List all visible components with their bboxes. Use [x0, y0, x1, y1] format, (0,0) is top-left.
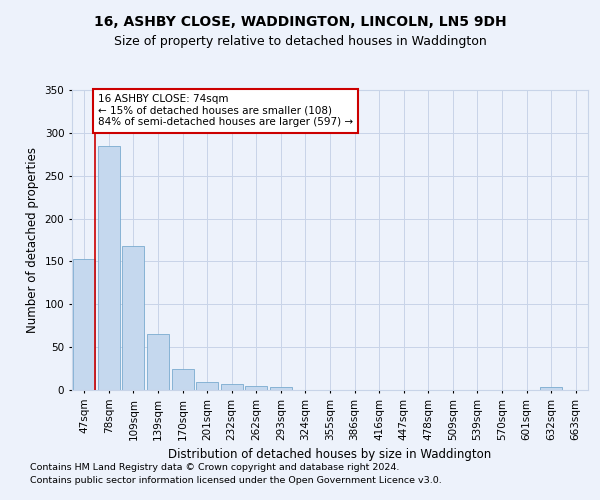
Text: 16, ASHBY CLOSE, WADDINGTON, LINCOLN, LN5 9DH: 16, ASHBY CLOSE, WADDINGTON, LINCOLN, LN…	[94, 15, 506, 29]
Bar	[245, 386, 268, 390]
Bar	[196, 382, 218, 390]
Bar	[98, 146, 120, 390]
Bar	[221, 384, 243, 390]
Text: Contains HM Land Registry data © Crown copyright and database right 2024.: Contains HM Land Registry data © Crown c…	[30, 464, 400, 472]
Text: Size of property relative to detached houses in Waddington: Size of property relative to detached ho…	[113, 35, 487, 48]
Bar	[172, 368, 194, 390]
Text: 16 ASHBY CLOSE: 74sqm
← 15% of detached houses are smaller (108)
84% of semi-det: 16 ASHBY CLOSE: 74sqm ← 15% of detached …	[98, 94, 353, 128]
Bar	[73, 259, 95, 390]
X-axis label: Distribution of detached houses by size in Waddington: Distribution of detached houses by size …	[169, 448, 491, 461]
Bar	[540, 386, 562, 390]
Bar	[270, 386, 292, 390]
Y-axis label: Number of detached properties: Number of detached properties	[26, 147, 39, 333]
Text: Contains public sector information licensed under the Open Government Licence v3: Contains public sector information licen…	[30, 476, 442, 485]
Bar	[147, 334, 169, 390]
Bar	[122, 246, 145, 390]
